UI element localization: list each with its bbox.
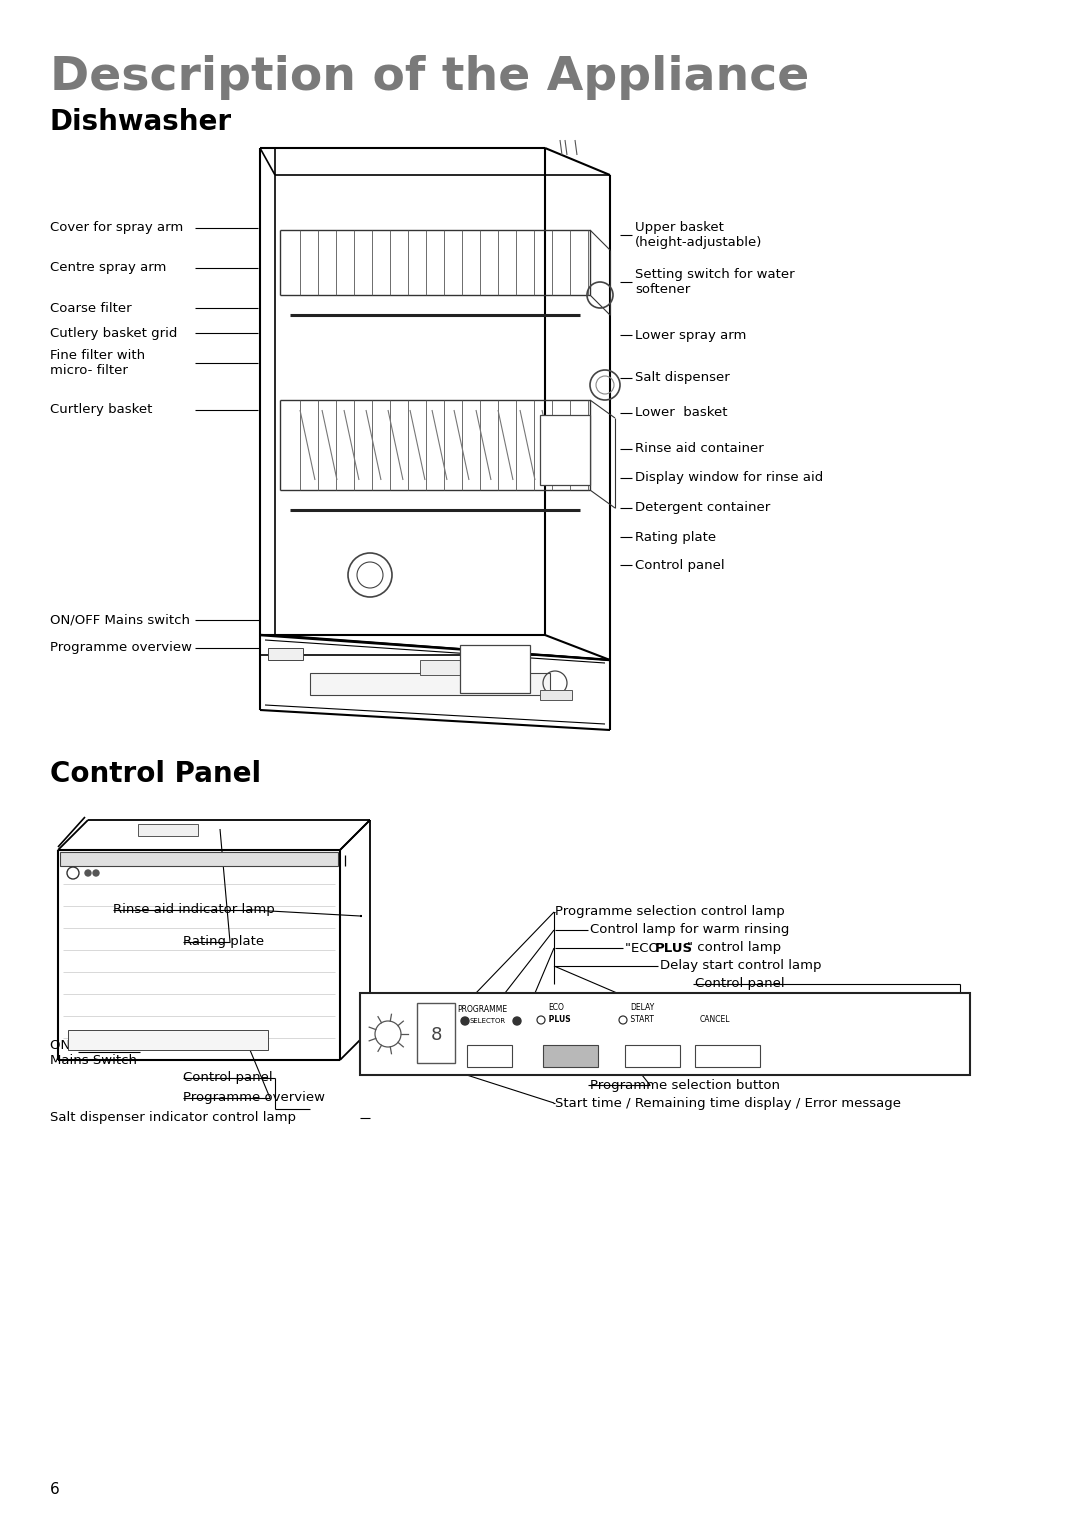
- Bar: [310, 672, 550, 695]
- Text: Lower spray arm: Lower spray arm: [635, 329, 746, 341]
- Text: Cutlery basket grid: Cutlery basket grid: [50, 327, 177, 339]
- Bar: [625, 1045, 680, 1067]
- Bar: [543, 1045, 598, 1067]
- Text: ECO: ECO: [548, 1002, 564, 1012]
- Text: Rinse aid container: Rinse aid container: [635, 443, 764, 455]
- Text: Programme overview: Programme overview: [183, 1091, 325, 1105]
- Text: Upper basket
(height-adjustable): Upper basket (height-adjustable): [635, 222, 762, 249]
- Text: Display window for rinse aid: Display window for rinse aid: [635, 472, 823, 484]
- Bar: [138, 824, 198, 836]
- Text: " control lamp: " control lamp: [687, 941, 781, 955]
- Text: 6: 6: [50, 1482, 59, 1497]
- Bar: [696, 1045, 760, 1067]
- Text: Salt dispenser: Salt dispenser: [635, 371, 730, 385]
- Circle shape: [513, 1018, 521, 1025]
- Text: PLUS: PLUS: [654, 941, 693, 955]
- Text: Detergent container: Detergent container: [635, 501, 770, 515]
- Text: Fine filter with
micro- filter: Fine filter with micro- filter: [50, 348, 145, 377]
- Bar: [467, 1045, 512, 1067]
- Text: Cover for spray arm: Cover for spray arm: [50, 222, 184, 234]
- Text: Rinse aid indicator lamp: Rinse aid indicator lamp: [113, 903, 274, 917]
- Circle shape: [461, 1018, 469, 1025]
- Bar: [268, 648, 303, 660]
- Text: Dishwasher: Dishwasher: [50, 108, 232, 136]
- Text: Delay start button: Delay start button: [700, 1042, 822, 1054]
- Circle shape: [85, 869, 91, 876]
- Text: Centre spray arm: Centre spray arm: [50, 261, 166, 275]
- Bar: [60, 853, 338, 866]
- Text: Start time / Remaining time display / Error message: Start time / Remaining time display / Er…: [555, 1097, 901, 1109]
- Text: Lower  basket: Lower basket: [635, 406, 728, 420]
- Text: Description of the Appliance: Description of the Appliance: [50, 55, 809, 99]
- Text: Control panel: Control panel: [183, 1071, 272, 1085]
- Text: Control Panel: Control Panel: [50, 759, 261, 788]
- Text: Programme selection control lamp: Programme selection control lamp: [555, 906, 785, 918]
- Bar: [540, 691, 572, 700]
- Text: Programme overview: Programme overview: [50, 642, 192, 654]
- Text: " button: " button: [687, 1059, 741, 1073]
- Text: ON/OFF Mains switch: ON/OFF Mains switch: [50, 614, 190, 626]
- Text: ON / OFF: ON / OFF: [50, 1039, 109, 1051]
- Bar: [68, 1030, 268, 1050]
- Text: 8: 8: [430, 1025, 442, 1044]
- Text: Delay start control lamp: Delay start control lamp: [660, 960, 822, 972]
- Text: Control panel: Control panel: [696, 978, 785, 990]
- Text: Mains Switch: Mains Switch: [50, 1053, 137, 1067]
- Text: Rating plate: Rating plate: [635, 530, 716, 544]
- Text: Coarse filter: Coarse filter: [50, 301, 132, 315]
- Bar: [417, 1002, 455, 1063]
- Text: PLUS: PLUS: [654, 1059, 693, 1073]
- Text: SELECTOR: SELECTOR: [470, 1018, 507, 1024]
- Bar: [360, 993, 970, 1076]
- Text: Setting switch for water
softener: Setting switch for water softener: [635, 267, 795, 296]
- Text: Programme selection button: Programme selection button: [590, 1079, 780, 1091]
- Text: CANCEL: CANCEL: [700, 1016, 730, 1024]
- Text: Control panel: Control panel: [635, 559, 725, 571]
- Text: "ECO: "ECO: [625, 941, 663, 955]
- Text: PLUS: PLUS: [546, 1016, 570, 1024]
- Text: Salt dispenser indicator control lamp: Salt dispenser indicator control lamp: [50, 1111, 296, 1125]
- Text: "ECO: "ECO: [625, 1059, 663, 1073]
- Text: Control lamp for warm rinsing: Control lamp for warm rinsing: [590, 923, 789, 937]
- Text: Curtlery basket: Curtlery basket: [50, 403, 152, 417]
- Text: PROGRAMME: PROGRAMME: [457, 1005, 508, 1015]
- Bar: [540, 416, 590, 484]
- Circle shape: [93, 869, 99, 876]
- Text: DELAY: DELAY: [630, 1002, 654, 1012]
- Text: START: START: [627, 1016, 653, 1024]
- Text: Rating plate: Rating plate: [183, 935, 265, 949]
- Text: STOP/Correction button: STOP/Correction button: [735, 1024, 892, 1036]
- Bar: [460, 645, 530, 694]
- Bar: [420, 660, 500, 675]
